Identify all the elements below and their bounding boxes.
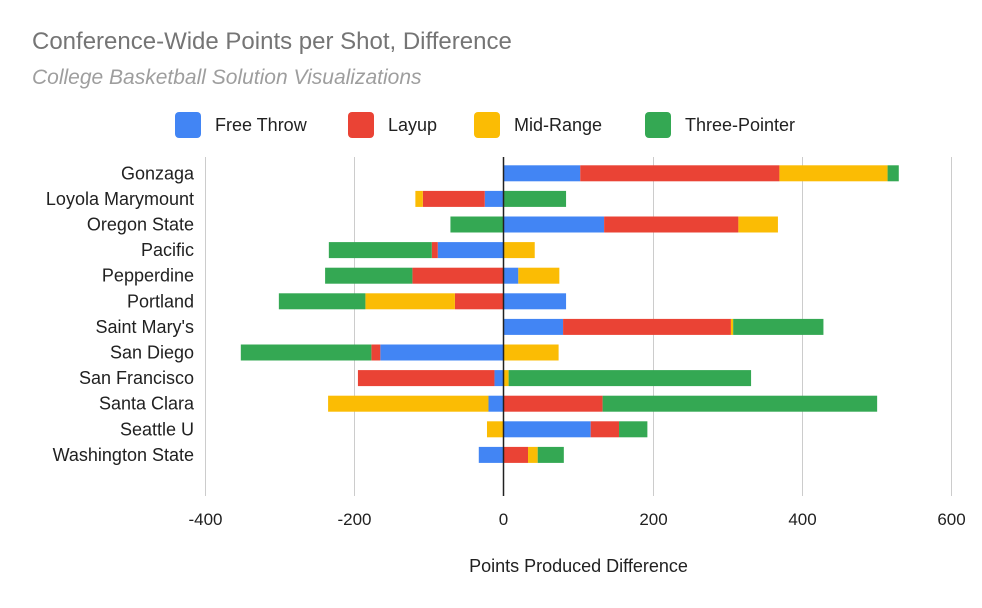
legend: Free Throw Layup Mid-Range Three-Pointer <box>0 112 982 138</box>
bar-gonzaga-layup <box>580 165 780 182</box>
x-tick-label: 200 <box>639 510 667 529</box>
chart-title: Conference-Wide Points per Shot, Differe… <box>32 28 512 55</box>
bar-loyola-marymount-layup <box>422 190 485 207</box>
bar-pepperdine-mid-range <box>518 267 560 284</box>
bar-pacific-free-throw <box>437 242 504 259</box>
bar-san-francisco-mid-range <box>503 370 509 387</box>
bar-washington-state-three-pointer <box>537 446 564 463</box>
y-category-label: Gonzaga <box>121 163 195 183</box>
bar-loyola-marymount-free-throw <box>484 190 504 207</box>
bar-pacific-three-pointer <box>328 242 432 259</box>
bar-portland-layup <box>454 293 504 310</box>
bar-oregon-state-three-pointer <box>450 216 504 233</box>
legend-swatch-free-throw <box>175 112 201 138</box>
bar-san-diego-layup <box>371 344 381 361</box>
bar-santa-clara-layup <box>503 395 603 412</box>
bar-oregon-state-free-throw <box>503 216 605 233</box>
bar-san-diego-free-throw <box>380 344 504 361</box>
bar-saint-mary-s-mid-range <box>730 318 734 335</box>
bar-washington-state-mid-range <box>528 446 538 463</box>
legend-swatch-mid-range <box>474 112 500 138</box>
bar-pepperdine-three-pointer <box>325 267 413 284</box>
legend-label-layup: Layup <box>388 114 438 135</box>
legend-label-three-pointer: Three-Pointer <box>685 114 796 135</box>
bar-portland-three-pointer <box>278 293 366 310</box>
legend-label-mid-range: Mid-Range <box>514 114 603 135</box>
bar-san-diego-mid-range <box>503 344 559 361</box>
x-tick-label: -400 <box>188 510 222 529</box>
y-category-label: Loyola Marymount <box>46 189 194 209</box>
y-category-label: Pepperdine <box>102 266 194 286</box>
bar-san-francisco-layup <box>357 370 495 387</box>
legend-swatch-layup <box>348 112 374 138</box>
y-category-label: Saint Mary's <box>96 317 194 337</box>
bar-san-diego-three-pointer <box>240 344 372 361</box>
bar-saint-mary-s-layup <box>563 318 731 335</box>
legend-swatch-three-pointer <box>645 112 671 138</box>
y-category-label: Washington State <box>53 445 194 465</box>
legend-item-layup[interactable]: Layup <box>348 112 437 138</box>
legend-item-mid-range[interactable]: Mid-Range <box>474 112 602 138</box>
y-category-label: Santa Clara <box>99 394 195 414</box>
bar-oregon-state-mid-range <box>738 216 778 233</box>
bar-seattle-u-free-throw <box>503 421 591 438</box>
bar-saint-mary-s-free-throw <box>503 318 564 335</box>
legend-item-three-pointer[interactable]: Three-Pointer <box>645 112 795 138</box>
legend-label-free-throw: Free Throw <box>215 114 307 135</box>
y-category-label: San Francisco <box>79 368 194 388</box>
bar-gonzaga-mid-range <box>779 165 888 182</box>
bar-portland-mid-range <box>365 293 455 310</box>
y-category-label: Oregon State <box>87 215 194 235</box>
bar-pepperdine-free-throw <box>503 267 519 284</box>
x-tick-label: 400 <box>788 510 816 529</box>
bar-santa-clara-free-throw <box>488 395 504 412</box>
bar-seattle-u-three-pointer <box>619 421 648 438</box>
x-tick-label: 600 <box>937 510 965 529</box>
bar-loyola-marymount-mid-range <box>415 190 423 207</box>
bar-loyola-marymount-three-pointer <box>503 190 567 207</box>
bar-saint-mary-s-three-pointer <box>733 318 824 335</box>
bar-pacific-mid-range <box>503 242 535 259</box>
bar-seattle-u-layup <box>590 421 620 438</box>
x-tick-label: 0 <box>499 510 508 529</box>
bar-gonzaga-three-pointer <box>887 165 899 182</box>
bar-san-francisco-free-throw <box>494 370 504 387</box>
x-axis-label: Points Produced Difference <box>469 556 688 576</box>
bar-oregon-state-layup <box>604 216 739 233</box>
x-tick-label: -200 <box>337 510 371 529</box>
bar-washington-state-free-throw <box>478 446 504 463</box>
y-category-label: Seattle U <box>120 419 194 439</box>
bar-santa-clara-mid-range <box>328 395 489 412</box>
y-category-label: San Diego <box>110 343 194 363</box>
bar-portland-free-throw <box>503 293 567 310</box>
bar-pepperdine-layup <box>412 267 504 284</box>
bar-seattle-u-mid-range <box>486 421 504 438</box>
y-category-label: Portland <box>127 291 194 311</box>
chart-subtitle: College Basketball Solution Visualizatio… <box>32 66 422 89</box>
legend-item-free-throw[interactable]: Free Throw <box>175 112 307 138</box>
bar-santa-clara-three-pointer <box>602 395 878 412</box>
bar-gonzaga-free-throw <box>503 165 581 182</box>
y-category-label: Pacific <box>141 240 194 260</box>
bar-washington-state-layup <box>503 446 529 463</box>
bar-pacific-layup <box>431 242 438 259</box>
bar-san-francisco-three-pointer <box>508 370 752 387</box>
